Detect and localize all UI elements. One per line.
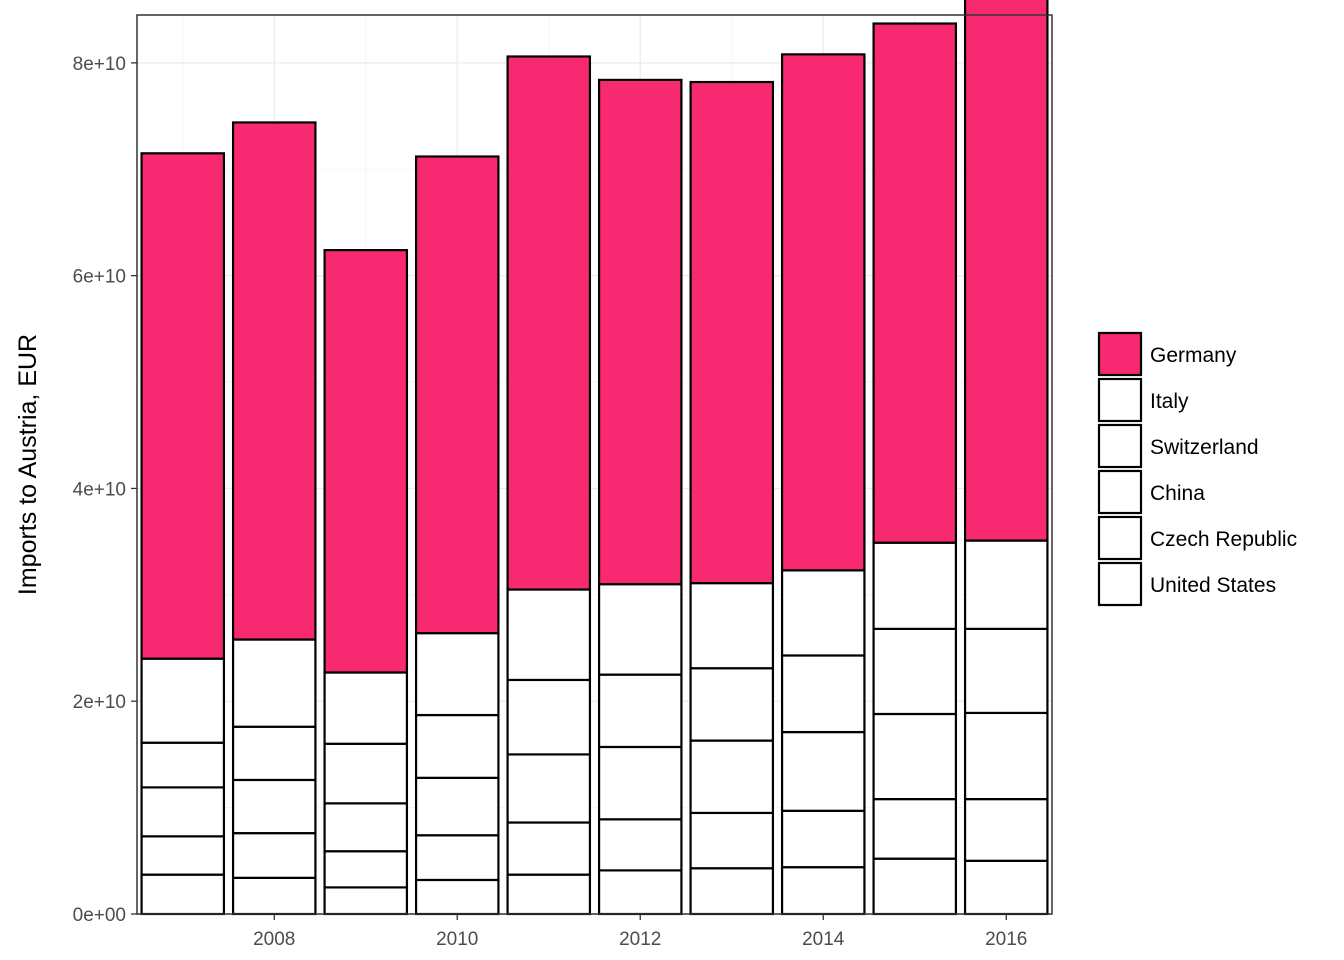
y-axis: 0e+00 2e+10 4e+10 6e+10 8e+10: [73, 54, 137, 926]
bar-china-2008: [231, 778, 317, 835]
bar-switzerland-2015: [872, 627, 958, 716]
panel-border: [136, 14, 1053, 915]
legend-label: Czech Republic: [1150, 528, 1297, 551]
bar-china-2011: [506, 753, 592, 824]
bar-china-2009: [323, 802, 409, 853]
legend-key-czech-republic: [1097, 515, 1143, 561]
legend-key-switzerland: [1097, 423, 1143, 469]
bar-italy-2013: [689, 582, 775, 670]
bar-germany-2014: [780, 53, 866, 572]
bar-switzerland-2008: [231, 725, 317, 782]
legend-key-italy: [1097, 377, 1143, 423]
x-tick-label: 2014: [802, 929, 845, 950]
bar-switzerland-2010: [414, 713, 500, 779]
legend-label: Germany: [1150, 344, 1237, 367]
bar-czech-republic-2016: [963, 797, 1049, 862]
bar-czech-republic-2010: [414, 834, 500, 882]
y-tick-label: 8e+10: [73, 54, 126, 75]
bar-united-states-2012: [597, 869, 683, 916]
bar-czech-republic-2009: [323, 850, 409, 889]
legend: Germany Italy Switzerland China Czech Republ…: [1097, 331, 1297, 607]
bar-united-states-2007: [140, 873, 226, 916]
bar-czech-republic-2015: [872, 797, 958, 860]
bar-italy-2011: [506, 588, 592, 682]
y-axis-title: Imports to Austria, EUR: [14, 334, 42, 595]
bar-italy-2009: [323, 671, 409, 745]
legend-key-china: [1097, 469, 1143, 515]
bar-china-2007: [140, 786, 226, 838]
bar-czech-republic-2008: [231, 832, 317, 879]
bar-italy-2008: [231, 638, 317, 728]
legend-key-united-states: [1097, 561, 1143, 607]
bar-china-2012: [597, 745, 683, 821]
bar-china-2014: [780, 730, 866, 812]
bar-united-states-2014: [780, 866, 866, 916]
bar-germany-2015: [872, 22, 958, 544]
bar-germany-2009: [323, 249, 409, 674]
bar-switzerland-2009: [323, 742, 409, 805]
bar-china-2013: [689, 739, 775, 815]
bar-italy-2007: [140, 657, 226, 744]
bar-czech-republic-2011: [506, 821, 592, 876]
bar-czech-republic-2014: [780, 809, 866, 869]
bar-switzerland-2007: [140, 741, 226, 789]
bar-italy-2010: [414, 632, 500, 717]
x-axis: 2008 2010 2012 2014 2016: [253, 914, 1027, 950]
bar-china-2016: [963, 711, 1049, 801]
legend-label: Switzerland: [1150, 436, 1259, 459]
bar-china-2010: [414, 776, 500, 837]
bar-germany-2016: [963, 0, 1049, 542]
bar-italy-2014: [780, 569, 866, 657]
bar-czech-republic-2013: [689, 811, 775, 870]
bar-germany-2013: [689, 80, 775, 585]
bar-italy-2015: [872, 541, 958, 630]
bar-united-states-2008: [231, 876, 317, 916]
bar-switzerland-2016: [963, 627, 1049, 715]
bar-united-states-2009: [323, 886, 409, 916]
bar-czech-republic-2012: [597, 818, 683, 872]
bar-switzerland-2011: [506, 678, 592, 756]
x-tick-label: 2010: [436, 929, 478, 950]
bar-germany-2007: [140, 152, 226, 660]
x-tick-label: 2012: [619, 929, 661, 950]
bar-united-states-2013: [689, 867, 775, 916]
bar-switzerland-2014: [780, 654, 866, 734]
bar-italy-2016: [963, 539, 1049, 630]
bar-switzerland-2013: [689, 667, 775, 742]
bar-china-2015: [872, 712, 958, 801]
x-tick-label: 2008: [253, 929, 295, 950]
bar-czech-republic-2007: [140, 835, 226, 876]
legend-label: Italy: [1150, 390, 1189, 413]
bar-united-states-2015: [872, 857, 958, 916]
y-tick-label: 2e+10: [73, 692, 126, 713]
bar-switzerland-2012: [597, 673, 683, 749]
bar-stacks: [140, 0, 1049, 916]
x-tick-label: 2016: [985, 929, 1027, 950]
bar-germany-2010: [414, 155, 500, 635]
legend-key-germany: [1097, 331, 1143, 377]
legend-label: United States: [1150, 574, 1276, 597]
bar-united-states-2010: [414, 878, 500, 916]
bar-united-states-2011: [506, 873, 592, 916]
y-tick-label: 4e+10: [73, 479, 126, 500]
bar-germany-2008: [231, 121, 317, 641]
bar-united-states-2016: [963, 859, 1049, 916]
bar-germany-2012: [597, 78, 683, 586]
bar-germany-2011: [506, 55, 592, 591]
y-tick-label: 6e+10: [73, 267, 126, 288]
bar-italy-2012: [597, 583, 683, 676]
y-tick-label: 0e+00: [73, 905, 126, 926]
legend-label: China: [1150, 482, 1205, 505]
